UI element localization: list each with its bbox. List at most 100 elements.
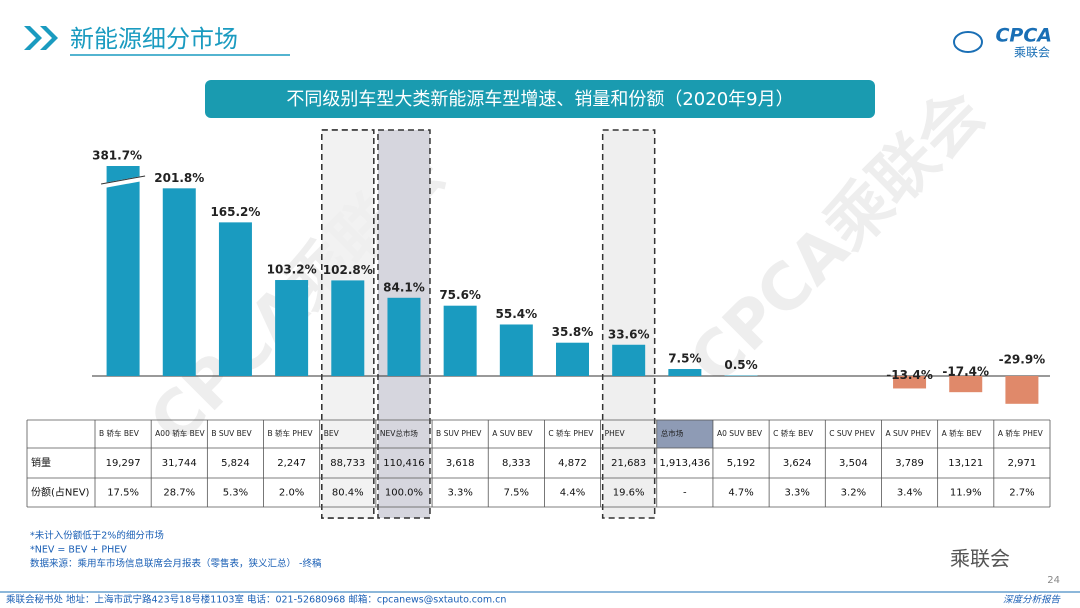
table-cell: 4.7% (728, 488, 753, 499)
table-cell: - (683, 488, 687, 499)
table-cell: 19.6% (613, 488, 645, 499)
bar (893, 376, 927, 389)
page-title: 新能源细分市场 (70, 25, 238, 53)
highlights (321, 129, 656, 519)
table-cell: 4,872 (558, 458, 587, 469)
bar (668, 369, 702, 376)
value-label: 381.7% (92, 149, 142, 163)
logo-sub: 乘联会 (1014, 46, 1050, 60)
footer-contact: 乘联会秘书处 地址：上海市武宁路423号18号楼1103室 电话：021-526… (6, 594, 506, 606)
table-cell: 2,247 (277, 458, 306, 469)
table-cell: 5,824 (221, 458, 250, 469)
value-label: -29.9% (999, 353, 1046, 367)
column-header: B 轿车 PHEV (268, 428, 314, 438)
footer-report: 深度分析报告 (1003, 594, 1062, 606)
table-cell: 3,624 (783, 458, 812, 469)
table-cell: 3.4% (897, 488, 922, 499)
column-header: C 轿车 PHEV (548, 428, 594, 438)
table: B 轿车 BEV A00 轿车 BEV B SUV BEV B 轿车 PHEV BEV N… (26, 419, 1051, 508)
column-header: A SUV BEV (492, 429, 533, 438)
value-label: 35.8% (552, 325, 594, 339)
note: *NEV = BEV + PHEV (30, 545, 127, 556)
bar (218, 222, 252, 376)
axis-break (100, 175, 146, 189)
bar (331, 280, 365, 376)
column-header: A 轿车 BEV (942, 428, 983, 438)
wechat: 乘联会 (950, 547, 1010, 571)
chevrons (24, 26, 58, 50)
table-cell: 2,971 (1008, 458, 1037, 469)
axis-break (100, 175, 146, 185)
bar (556, 342, 589, 376)
table-cell: 1,913,436 (659, 458, 710, 469)
bar (612, 344, 646, 376)
column-header: PHEV (605, 429, 626, 438)
value-label: 165.2% (210, 205, 260, 219)
table-cell: 3,789 (895, 458, 924, 469)
value-label: -13.4% (886, 368, 933, 382)
table-cell: 2.0% (279, 488, 304, 499)
table-cell: 4.4% (560, 488, 585, 499)
table-cell: 7.5% (504, 488, 529, 499)
table-cell: 13,121 (948, 458, 983, 469)
chart-title: 不同级别车型大类新能源车型增速、销量和份额（2020年9月） (286, 89, 793, 110)
value-label: 84.1% (383, 280, 425, 294)
column-header: BEV (324, 429, 340, 438)
column-header: A00 轿车 BEV (155, 428, 205, 438)
bar (949, 376, 983, 393)
bar (1005, 376, 1039, 404)
value-label: 7.5% (668, 352, 701, 366)
bar (162, 188, 196, 376)
table-cell: 11.9% (950, 488, 982, 499)
column-header: C 轿车 BEV (773, 428, 814, 438)
column-header: A SUV PHEV (885, 429, 931, 438)
bar (499, 324, 533, 376)
logo-icon (953, 31, 983, 53)
value-label: 102.8% (323, 263, 373, 277)
banner (205, 80, 875, 118)
bar (443, 305, 477, 376)
watermark: CPCA乘联会 (676, 76, 999, 399)
table-cell: 3,618 (446, 458, 475, 469)
column-header: B SUV BEV (211, 429, 252, 438)
column-header: B 轿车 BEV (99, 428, 140, 438)
table-cell: 21,683 (611, 458, 646, 469)
table-cell: 3.3% (447, 488, 472, 499)
table-cell: 110,416 (383, 458, 424, 469)
column-header: B SUV PHEV (436, 429, 482, 438)
table-cell: 3.2% (841, 488, 866, 499)
highlight-box (601, 129, 656, 519)
table-cell: 5,192 (727, 458, 756, 469)
table-cell: 28.7% (163, 488, 195, 499)
column-header: C SUV PHEV (829, 429, 875, 438)
column-header: 总市场 (661, 428, 684, 438)
table-cell: 17.5% (107, 488, 139, 499)
column-header: A0 SUV BEV (717, 429, 763, 438)
page-number: 24 (1047, 575, 1060, 586)
plot: 381.7% 201.8% 165.2% 103.2% 102.8% 84.1% 75.6%… (92, 149, 1050, 404)
table-cell: 100.0% (385, 488, 423, 499)
value-label: 33.6% (608, 327, 650, 341)
row-label: 销量 (31, 456, 51, 469)
bar (387, 297, 421, 376)
value-label: 201.8% (154, 171, 204, 185)
table-cell: 31,744 (162, 458, 197, 469)
table-cell: 3,504 (839, 458, 868, 469)
row-label: 份额(占NEV) (31, 486, 90, 499)
note: 数据来源：乘用车市场信息联席会月报表（零售表，狭义汇总） -终稿 (30, 558, 322, 570)
value-label: -17.4% (942, 364, 989, 378)
value-label: 0.5% (724, 358, 757, 372)
bar (275, 280, 309, 376)
table-cell: 88,733 (330, 458, 365, 469)
note: *未计入份额低于2%的细分市场 (30, 530, 164, 542)
table-cell: 8,333 (502, 458, 531, 469)
value-label: 75.6% (439, 288, 481, 302)
table-cell: 80.4% (332, 488, 364, 499)
table-cell: 5.3% (223, 488, 248, 499)
table-cell: 3.3% (785, 488, 810, 499)
value-label: 103.2% (267, 263, 317, 277)
column-header: NEV总市场 (380, 428, 418, 438)
table-cell: 19,297 (106, 458, 141, 469)
bar (106, 166, 140, 376)
